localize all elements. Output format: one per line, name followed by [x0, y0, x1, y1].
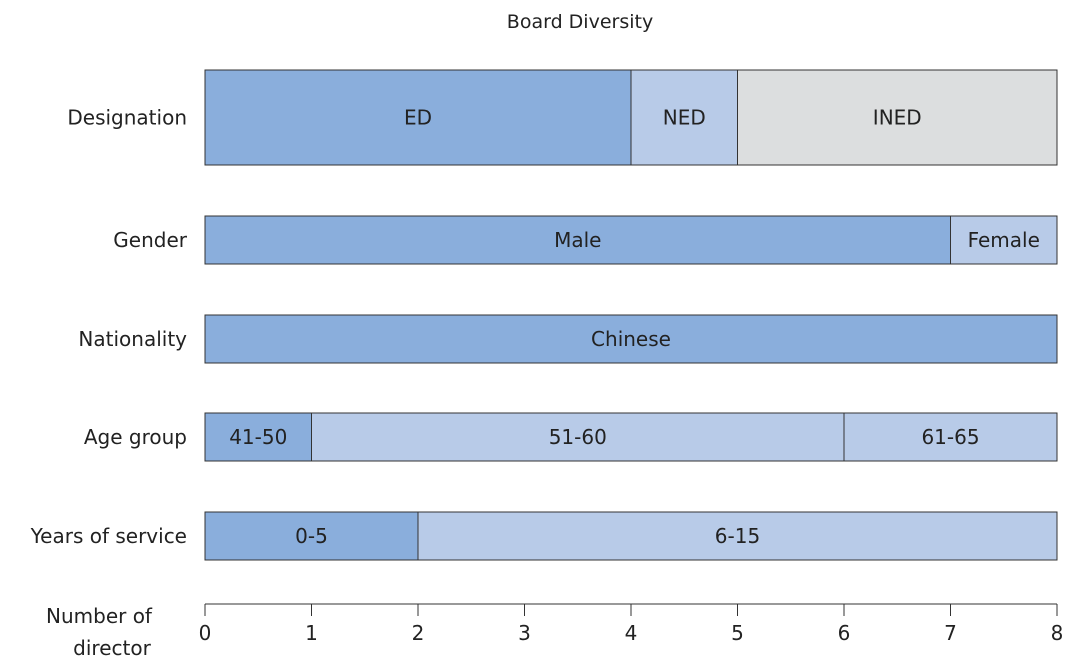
bar-rows: Designation ED NED INED Gender Male Female Nati… [30, 69, 1058, 561]
bar-segment [417, 511, 1058, 561]
x-tick-label: 8 [1051, 621, 1064, 645]
bar-segment [630, 69, 738, 166]
bar-segment [204, 215, 951, 265]
row-label: Designation [67, 106, 187, 130]
x-axis-label: Number of director [46, 604, 153, 660]
x-tick-label: 3 [518, 621, 531, 645]
bar-segment [843, 412, 1058, 462]
x-tick-label: 1 [305, 621, 318, 645]
segment-label: ED [404, 106, 432, 130]
segment-label: NED [663, 106, 706, 130]
segment-label: 41-50 [229, 425, 287, 449]
x-tick-label: 5 [731, 621, 744, 645]
x-tick-label: 2 [412, 621, 425, 645]
bar-row-years-of-service: Years of service 0-5 6-15 [30, 511, 1058, 561]
x-tick-label: 6 [838, 621, 851, 645]
row-label: Age group [84, 425, 187, 449]
bar-row-gender: Gender Male Female [113, 215, 1058, 265]
bar-row-nationality: Nationality Chinese [78, 314, 1058, 364]
segment-label: 0-5 [295, 524, 328, 548]
bar-segment [204, 314, 1058, 364]
x-tick-label: 7 [944, 621, 957, 645]
row-label: Years of service [30, 524, 187, 548]
segment-label: 51-60 [549, 425, 607, 449]
x-tick-label: 4 [625, 621, 638, 645]
bar-segment [737, 69, 1058, 166]
bar-segment [204, 69, 632, 166]
bar-segment [311, 412, 845, 462]
segment-label: Chinese [591, 327, 671, 351]
row-label: Gender [113, 228, 187, 252]
segment-label: 6-15 [715, 524, 760, 548]
segment-label: 61-65 [921, 425, 979, 449]
segment-label: Male [554, 228, 601, 252]
segment-label: Female [968, 228, 1040, 252]
bar-segment [950, 215, 1058, 265]
chart-title: Board Diversity [507, 11, 653, 33]
bar-row-age-group: Age group 41-50 51-60 61-65 [84, 412, 1058, 462]
bar-row-designation: Designation ED NED INED [67, 69, 1058, 166]
x-tick-label: 0 [199, 621, 212, 645]
bar-segment [204, 412, 312, 462]
row-label: Nationality [78, 327, 187, 351]
x-axis: 0 1 2 3 4 5 6 7 8 Number of director [46, 603, 1064, 660]
segment-label: INED [873, 106, 922, 130]
bar-segment [204, 511, 419, 561]
